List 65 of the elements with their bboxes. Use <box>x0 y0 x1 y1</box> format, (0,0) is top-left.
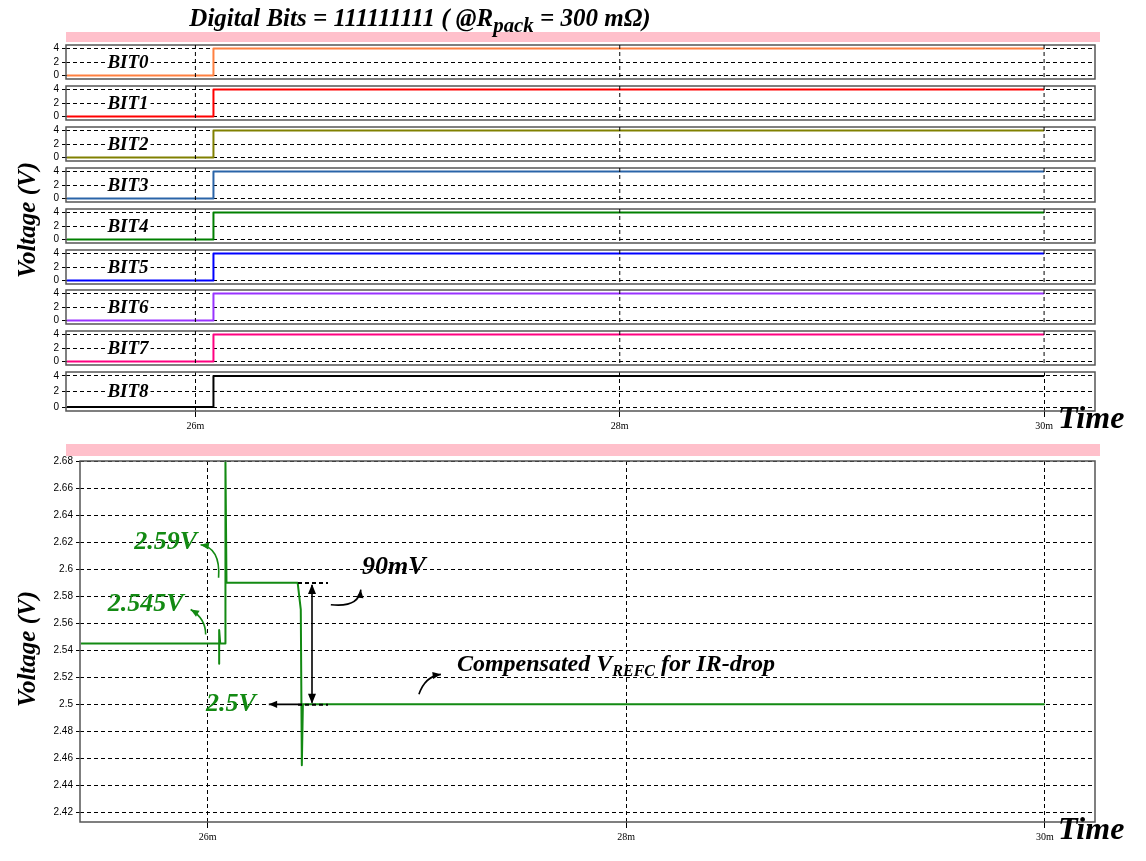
y-tick-label: 0 <box>53 151 60 163</box>
y-tick-label: 2.66 <box>53 481 74 493</box>
y-tick-label: 4 <box>53 42 60 54</box>
y-tick-label: 2 <box>53 301 60 313</box>
annotation: 90mV <box>362 551 429 581</box>
y-tick-label: 4 <box>53 123 60 135</box>
x-tick-label: 28m <box>617 830 636 842</box>
y-tick-label: 4 <box>53 328 60 340</box>
y-tick-label: 2 <box>53 260 60 272</box>
annotation: 2.5V <box>204 688 259 718</box>
annotation: 2.545V <box>106 588 187 618</box>
y-tick-label: 2 <box>53 219 60 231</box>
x-axis-title: Time <box>1058 810 1125 847</box>
x-tick-label: 30m <box>1035 419 1054 431</box>
y-tick-label: 2.42 <box>53 806 74 818</box>
y-tick-label: 4 <box>53 287 60 299</box>
series-label: BIT0 <box>106 50 150 72</box>
y-tick-label: 2 <box>53 137 60 149</box>
y-tick-label: 0 <box>53 355 60 367</box>
y-tick-label: 2.6 <box>59 562 74 574</box>
y-tick-label: 2.68 <box>53 454 74 466</box>
y-tick-label: 0 <box>53 110 60 122</box>
y-tick-label: 2 <box>53 96 60 108</box>
y-tick-label: 2.5 <box>59 698 74 710</box>
y-tick-label: 2.52 <box>53 671 74 683</box>
chart-title: Digital Bits = 111111111 ( @R$_{pack}$ = 300 mΩ) <box>188 4 652 38</box>
y-tick-label: 2.54 <box>53 644 74 656</box>
y-axis-title: Voltage (V) <box>13 590 41 709</box>
y-tick-label: 0 <box>53 273 60 285</box>
x-tick-label: 26m <box>198 830 217 842</box>
y-tick-label: 4 <box>53 205 60 217</box>
y-tick-label: 2.46 <box>53 752 74 764</box>
y-tick-label: 0 <box>53 192 60 204</box>
x-tick-label: 26m <box>186 419 205 431</box>
series-label: BIT3 <box>106 173 149 195</box>
y-tick-label: 2.44 <box>53 779 74 791</box>
series-label: BIT8 <box>106 380 150 402</box>
y-tick-label: 4 <box>53 369 60 381</box>
x-axis-title: Time <box>1058 399 1125 437</box>
y-tick-label: 2.64 <box>53 508 74 520</box>
series-label: BIT4 <box>106 214 149 236</box>
y-tick-label: 0 <box>53 232 60 244</box>
x-tick-label: 30m <box>1035 830 1054 842</box>
y-axis-title: Voltage (V) <box>13 160 41 280</box>
y-tick-label: 2 <box>53 385 60 397</box>
y-tick-label: 4 <box>53 83 60 95</box>
y-tick-label: 0 <box>53 314 60 326</box>
series-label: BIT1 <box>106 91 149 113</box>
y-tick-label: 2 <box>53 342 60 354</box>
series-label: BIT7 <box>106 337 151 359</box>
y-tick-label: 0 <box>53 401 60 413</box>
y-tick-label: 0 <box>53 69 60 81</box>
series-label: BIT6 <box>106 296 150 318</box>
y-tick-label: 2 <box>53 55 60 67</box>
series-label: BIT2 <box>106 132 150 154</box>
y-tick-label: 2.62 <box>53 535 74 547</box>
y-tick-label: 2.48 <box>53 725 74 737</box>
y-tick-label: 4 <box>53 246 60 258</box>
y-tick-label: 2 <box>53 178 60 190</box>
y-tick-label: 2.58 <box>53 589 74 601</box>
x-tick-label: 28m <box>610 419 629 431</box>
annotation: 2.59V <box>133 526 200 556</box>
y-tick-label: 4 <box>53 164 60 176</box>
series-label: BIT5 <box>106 255 150 277</box>
y-tick-label: 2.56 <box>53 617 74 628</box>
